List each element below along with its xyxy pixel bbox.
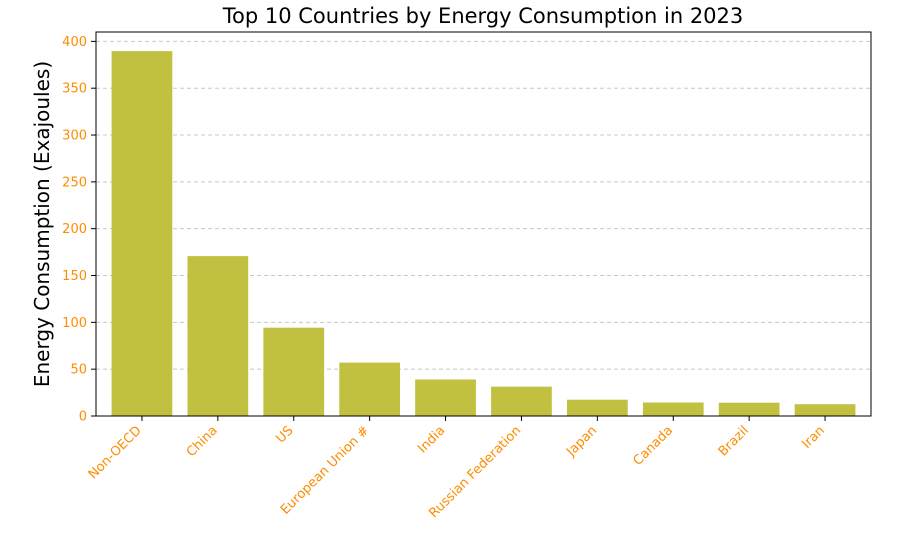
y-tick-label: 250 — [62, 175, 87, 190]
y-tick-label: 100 — [62, 316, 87, 331]
bar — [642, 402, 704, 416]
bar — [566, 399, 628, 416]
y-axis-label: Energy Consumption (Exajoules) — [30, 61, 54, 387]
y-tick-label: 50 — [70, 363, 87, 378]
x-tick-label: Brazil — [716, 423, 752, 459]
bar — [111, 51, 173, 416]
chart-title: Top 10 Countries by Energy Consumption i… — [222, 4, 744, 28]
y-tick-label: 350 — [62, 82, 87, 97]
x-tick-label: India — [415, 423, 448, 456]
x-tick-label: Canada — [630, 423, 676, 469]
y-tick-label: 0 — [79, 410, 87, 425]
x-tick-label: Non-OECD — [86, 423, 145, 482]
bar — [718, 402, 780, 416]
bar — [794, 404, 856, 416]
bar — [263, 327, 325, 416]
y-tick-label: 400 — [62, 35, 87, 50]
plot-frame — [95, 31, 872, 417]
bar — [491, 386, 552, 416]
y-tick-label: 200 — [62, 222, 87, 237]
bar — [415, 379, 476, 416]
x-tick-label: Iran — [799, 423, 828, 452]
x-tick-label: US — [273, 423, 296, 446]
y-tick-label: 300 — [62, 129, 87, 144]
bars — [111, 51, 856, 416]
x-tick-label: Japan — [563, 423, 600, 460]
x-tick-label: China — [184, 423, 221, 460]
y-tick-label: 150 — [62, 269, 87, 284]
y-ticks: 0 50 100 150 200 250 300 350 400 — [62, 35, 96, 425]
bar — [339, 362, 401, 416]
bar — [187, 256, 249, 416]
